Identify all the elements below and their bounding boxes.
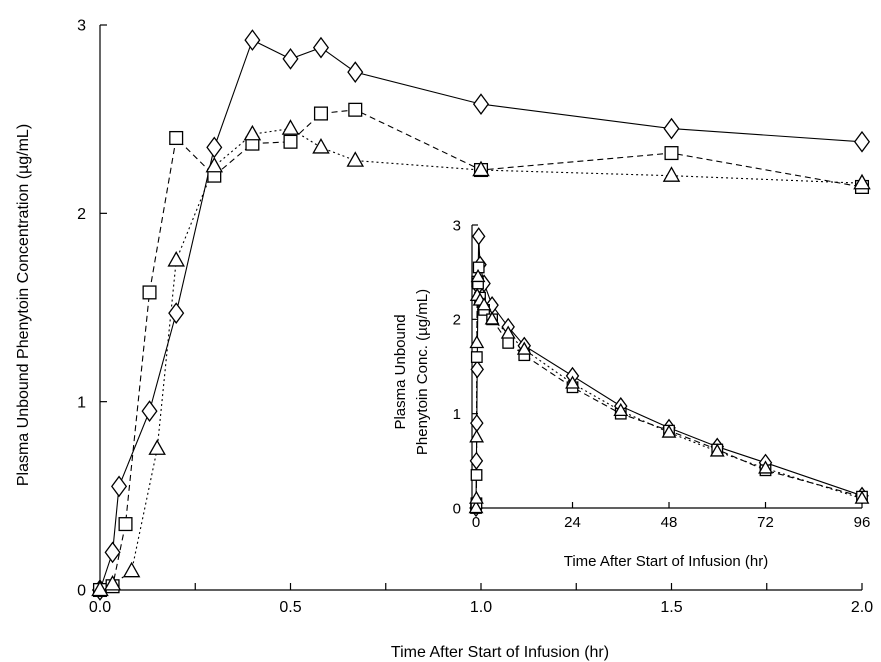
main-point-square [348,102,363,117]
main-point-triangle [472,160,490,177]
main-point-triangle [662,166,681,182]
main-x-tick-label: 0.0 [89,599,111,616]
main-point-diamond [244,29,261,51]
main-y-axis-label: Plasma Unbound Phenytoin Concentration (… [15,124,32,486]
main-point-diamond [347,61,364,83]
main-point-diamond [853,130,871,153]
main-y-tick-label: 3 [77,18,86,35]
inset-point-triangle [565,375,580,389]
main-point-triangle [205,156,224,173]
main-point-square [313,106,329,121]
inset-x-tick-label: 48 [661,514,678,531]
main-point-triangle [312,138,330,154]
main-point-square [118,517,133,532]
inset-x-tick-label: 72 [757,514,774,531]
inset-y-tick-label: 0 [453,500,461,517]
main-point-diamond [472,93,490,115]
main-point-square [283,134,298,149]
inset-chart: Plasma Unbound Phenytoin Conc. (µg/mL) T… [388,217,880,580]
main-point-diamond [141,400,158,422]
inset-point-triangle [476,297,492,311]
inset-background [388,218,880,580]
main-point-diamond [111,475,128,498]
inset-x-tick-label: 0 [472,514,480,531]
main-point-triangle [853,173,871,190]
inset-point-triangle [613,402,629,417]
inset-point-diamond [469,451,484,470]
main-x-axis-label: Time After Start of Infusion (hr) [391,644,609,661]
main-chart: Plasma Unbound Phenytoin Concentration (… [15,18,873,661]
inset-point-triangle [854,490,870,504]
inset-point-triangle [661,424,677,438]
inset-x-tick-label: 96 [854,514,871,531]
main-point-diamond [312,36,330,59]
inset-y-axis-label-line1: Plasma Unbound [392,314,409,429]
inset-point-triangle [469,334,485,349]
main-point-square [142,285,157,300]
inset-y-axis-label-line2: Phenytoin Conc. (µg/mL) [414,289,431,455]
main-point-triangle [243,124,262,141]
inset-point-triangle [758,460,773,474]
main-point-triangle [91,580,109,597]
inset-x-axis-label: Time After Start of Infusion (hr) [564,553,769,570]
inset-point-triangle [468,500,484,514]
main-point-square [664,146,679,161]
main-x-tick-label: 1.0 [470,599,492,616]
main-point-triangle [103,574,122,591]
main-point-diamond [282,48,299,70]
inset-point-diamond [470,360,484,379]
inset-point-triangle [484,311,500,325]
main-point-square [169,130,184,146]
inset-point-triangle [500,325,516,339]
inset-point-triangle [470,268,486,283]
main-x-tick-label: 2.0 [851,599,873,616]
inset-point-square [502,337,515,349]
main-x-tick-label: 1.5 [660,599,682,616]
inset-point-square [470,469,483,481]
inset-series-line-triangle [475,276,863,509]
main-point-diamond [104,541,121,564]
main-y-tick-label: 2 [77,206,86,223]
inset-point-triangle [469,429,485,443]
main-point-triangle [122,561,141,578]
inset-point-triangle [469,490,484,504]
inset-y-tick-label: 1 [453,406,461,423]
main-y-tick-label: 0 [77,583,86,600]
main-point-triangle [167,251,185,267]
main-point-triangle [148,439,166,455]
main-y-tick-label: 1 [77,394,86,411]
inset-x-tick-label: 24 [564,514,581,531]
main-point-triangle [281,119,300,135]
main-point-diamond [206,136,223,159]
inset-point-square [470,351,483,363]
main-point-triangle [346,151,365,167]
main-x-tick-label: 0.5 [279,599,301,616]
inset-point-triangle [709,443,725,457]
main-point-diamond [168,302,185,325]
inset-y-tick-label: 2 [453,312,461,329]
main-point-diamond [663,117,680,140]
inset-point-triangle [516,341,532,355]
inset-point-diamond [471,227,486,246]
inset-y-tick-label: 3 [453,217,461,234]
